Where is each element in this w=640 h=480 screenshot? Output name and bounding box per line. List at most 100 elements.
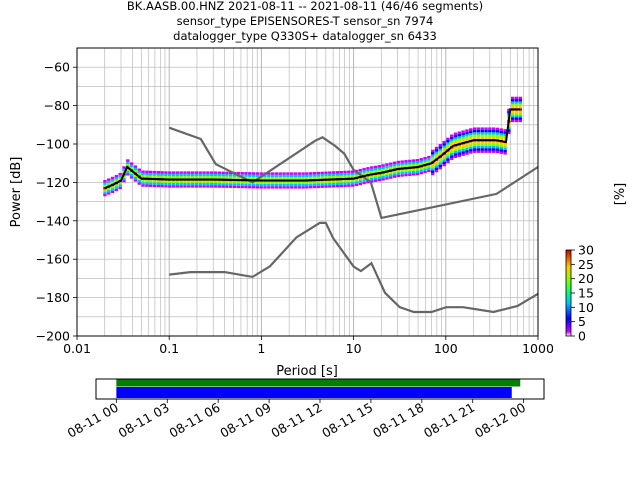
heatmap-cell	[392, 163, 397, 167]
heatmap-cell	[480, 143, 484, 146]
heatmap-cell	[514, 112, 519, 116]
heatmap-cell	[370, 166, 374, 169]
heatmap-cell	[514, 99, 519, 102]
x-tick-label: 0.1	[159, 341, 179, 356]
heatmap-cell	[331, 180, 336, 183]
heatmap-cell	[206, 173, 210, 177]
heatmap-cell	[225, 180, 229, 184]
heatmap-cell	[187, 182, 191, 186]
heatmap-cell	[229, 176, 233, 179]
time-tick-label: 08-11 00	[65, 400, 121, 441]
heatmap-cell	[141, 170, 145, 173]
heatmap-cell	[270, 186, 275, 189]
heatmap-cell	[331, 182, 336, 186]
heatmap-cell	[442, 159, 446, 162]
heatmap-cell	[229, 174, 233, 177]
heatmap-cell	[518, 110, 523, 113]
heatmap-cell	[160, 171, 164, 174]
heatmap-cell	[309, 185, 313, 189]
heatmap-cell	[331, 175, 336, 179]
heatmap-cell	[221, 183, 225, 186]
heatmap-cell	[396, 165, 401, 168]
heatmap-cell	[518, 101, 523, 104]
heatmap-cell	[488, 127, 492, 130]
heatmap-cell	[328, 185, 332, 188]
heatmap-cell	[511, 112, 515, 116]
heatmap-cell	[484, 136, 488, 140]
heatmap-cell	[267, 174, 271, 178]
heatmap-cell	[343, 182, 347, 185]
heatmap-cell	[343, 184, 347, 188]
heatmap-cell	[145, 170, 149, 174]
heatmap-cell	[335, 173, 340, 176]
heatmap-cell	[293, 181, 298, 184]
heatmap-cell	[427, 169, 431, 173]
heatmap-cell	[339, 180, 343, 183]
heatmap-cell	[152, 173, 157, 176]
heatmap-cell	[320, 174, 324, 177]
heatmap-cell	[469, 142, 473, 145]
noise-models	[168, 126, 539, 314]
heatmap-cell	[354, 181, 359, 184]
heatmap-cell	[206, 185, 210, 188]
heatmap-cell	[480, 136, 484, 140]
heatmap-cell	[328, 171, 332, 174]
colorbar-tick-label: 15	[578, 286, 594, 301]
colorbar-tick-label: 20	[578, 271, 594, 286]
heatmap-cell	[358, 168, 362, 172]
heatmap-cell	[122, 168, 126, 171]
heatmap-cell	[434, 162, 439, 166]
heatmap-cell	[411, 168, 416, 171]
heatmap-cell	[217, 183, 221, 186]
heatmap-cell	[400, 169, 404, 173]
heatmap-cell	[430, 170, 435, 173]
heatmap-cell	[491, 132, 496, 135]
heatmap-cell	[385, 168, 389, 171]
heatmap-cell	[377, 178, 382, 182]
heatmap-cell	[110, 190, 115, 193]
heatmap-cell	[148, 175, 153, 178]
heatmap-cell	[126, 159, 130, 162]
heatmap-cell	[507, 129, 511, 132]
heatmap-cell	[461, 135, 465, 138]
heatmap-cell	[507, 108, 511, 112]
heatmap-cell	[503, 147, 507, 150]
time-tick-label: 08-12 00	[472, 400, 528, 441]
x-tick-label: 1000	[522, 341, 554, 356]
heatmap-cell	[217, 171, 221, 174]
heatmap-cell	[251, 176, 256, 180]
heatmap-cell	[396, 160, 401, 164]
heatmap-cell	[419, 167, 423, 170]
heatmap-cell	[202, 180, 206, 184]
heatmap-cell	[434, 146, 439, 150]
heatmap-cell	[133, 174, 138, 178]
heatmap-cell	[232, 176, 237, 179]
heatmap-cell	[366, 169, 370, 172]
heatmap-cell	[469, 151, 473, 154]
heatmap-cell	[457, 147, 462, 151]
heatmap-cell	[453, 141, 458, 145]
heatmap-cell	[499, 149, 503, 152]
heatmap-cell	[240, 174, 244, 177]
heatmap-cell	[366, 176, 370, 179]
heatmap-cell	[126, 161, 130, 165]
heatmap-cell	[408, 173, 412, 176]
heatmap-cell	[354, 183, 359, 187]
heatmap-cell	[476, 129, 481, 133]
heatmap-cell	[175, 173, 180, 177]
heatmap-cell	[503, 129, 507, 132]
heatmap-cell	[469, 137, 473, 140]
heatmap-cell	[129, 166, 134, 170]
heatmap-cell	[156, 184, 161, 188]
heatmap-cell	[404, 164, 408, 168]
heatmap-cell	[446, 139, 450, 143]
heatmap-cell	[263, 181, 267, 184]
heatmap-cell	[377, 165, 382, 168]
heatmap-cell	[133, 167, 138, 171]
heatmap-cell	[316, 183, 321, 186]
heatmap-cell	[419, 171, 423, 175]
heatmap-cell	[107, 192, 111, 195]
heatmap-cell	[442, 156, 446, 160]
heatmap-cell	[415, 161, 420, 164]
heatmap-cell	[118, 175, 122, 178]
